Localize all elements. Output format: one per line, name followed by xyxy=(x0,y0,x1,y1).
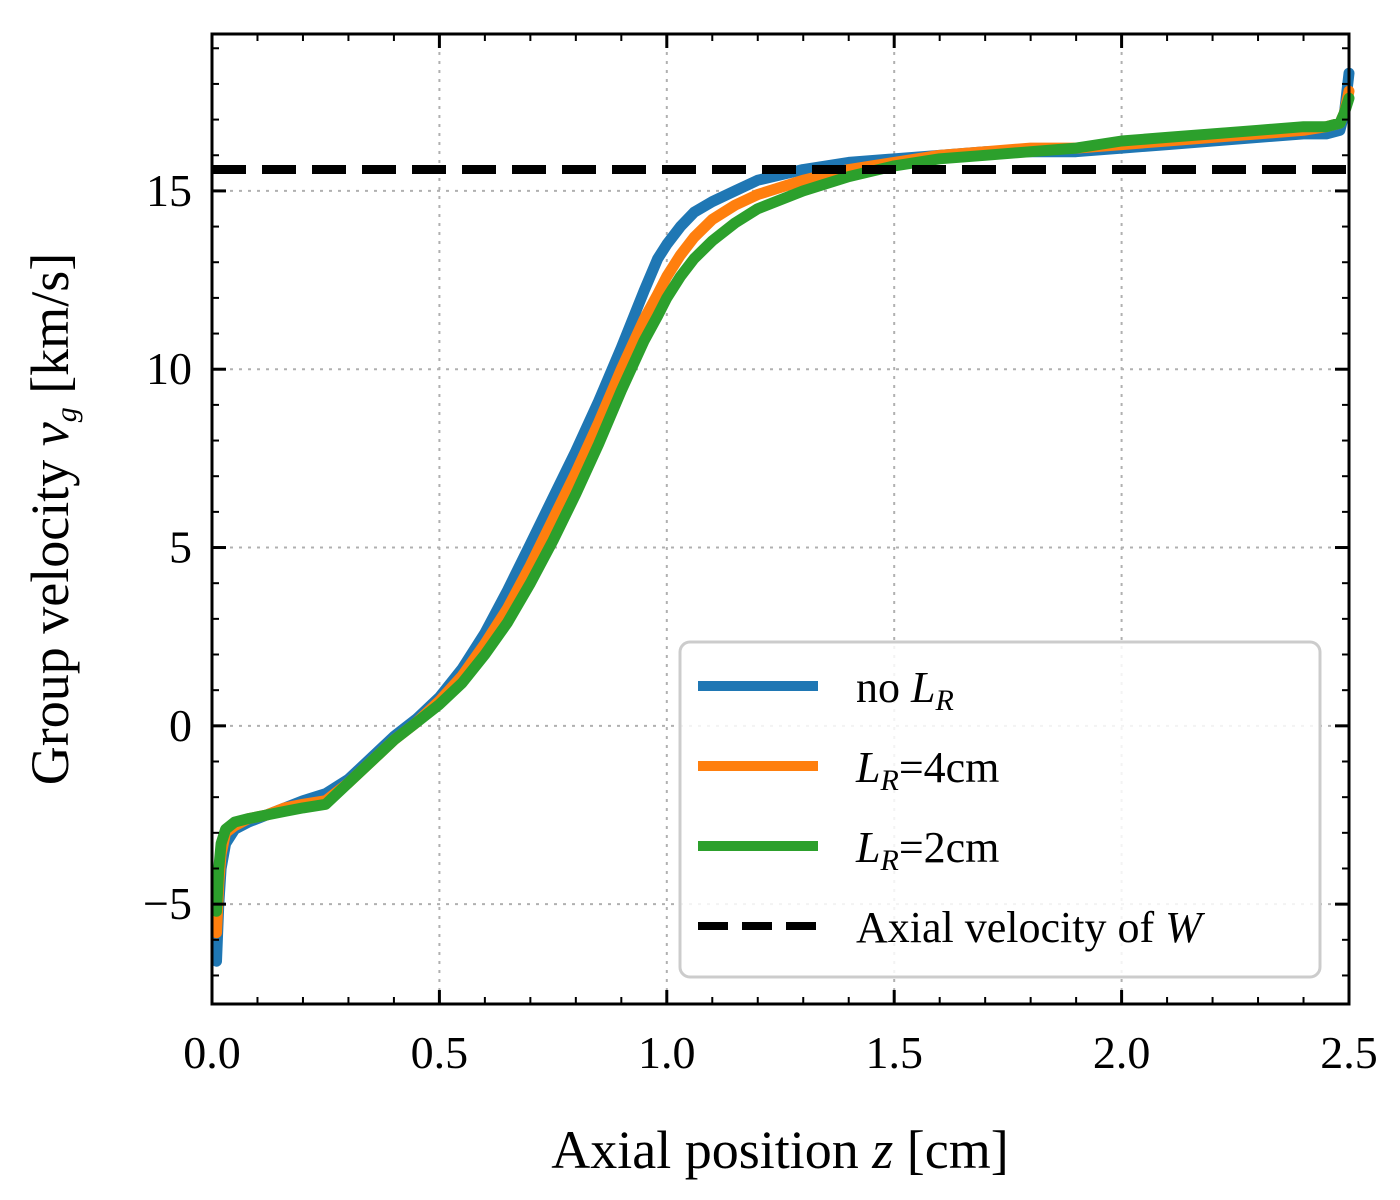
y-tick-label-3: 10 xyxy=(146,343,192,394)
legend-label-lr-4cm: LR=4cm xyxy=(855,743,999,797)
x-axis-label-text: Axial position xyxy=(551,1120,872,1180)
legend-label-lr-4cm-sub: R xyxy=(879,764,898,797)
series-lines xyxy=(211,67,1355,967)
legend-frame xyxy=(678,640,1322,979)
x-tick-label-0: 0.0 xyxy=(183,1027,241,1078)
series-line-lr-2cm xyxy=(211,92,1355,917)
y-tick-label-4: 15 xyxy=(146,165,192,216)
legend-label-lr-2cm-post: =2cm xyxy=(899,823,1000,872)
legend-label-axial-velocity: Axial velocity of W xyxy=(856,903,1205,952)
y-axis-label-var: v xyxy=(20,422,80,446)
legend-label-no-lr-sub: R xyxy=(934,684,953,717)
y-axis-label-unit: [km/s] xyxy=(20,253,80,408)
ticks xyxy=(210,34,1351,1004)
legend-label-no-lr-pre: no xyxy=(856,663,911,712)
y-axis-label: Group velocity vg [km/s] xyxy=(20,253,83,785)
x-tick-label-2: 1.0 xyxy=(638,1027,696,1078)
legend-label-lr-2cm-var: L xyxy=(855,823,880,872)
legend-label-lr-2cm-sub: R xyxy=(879,844,898,877)
x-axis-label: Axial position z [cm] xyxy=(551,1120,1008,1180)
legend-label-axial-velocity-var: W xyxy=(1165,903,1205,952)
x-tick-label-1: 0.5 xyxy=(411,1027,469,1078)
x-tick-label-3: 1.5 xyxy=(865,1027,923,1078)
y-axis-label-text: Group velocity xyxy=(20,446,80,785)
legend-label-no-lr: no LR xyxy=(856,663,954,717)
y-tick-label-1: 0 xyxy=(169,700,192,751)
x-tick-label-5: 2.5 xyxy=(1320,1027,1378,1078)
legend-label-axial-velocity-pre: Axial velocity of xyxy=(856,903,1165,952)
legend: no LR LR=4cm LR=2cm Axial velocity of W xyxy=(678,640,1322,979)
x-axis-label-unit: [cm] xyxy=(893,1120,1008,1180)
y-axis-label-sub: g xyxy=(50,407,83,422)
plot-frame xyxy=(210,32,1351,1006)
legend-label-lr-4cm-var: L xyxy=(855,743,880,792)
x-axis-label-var: z xyxy=(871,1120,893,1180)
y-tick-label-0: −5 xyxy=(143,878,192,929)
x-tick-label-4: 2.0 xyxy=(1093,1027,1151,1078)
legend-label-lr-4cm-post: =4cm xyxy=(899,743,1000,792)
legend-label-no-lr-var: L xyxy=(910,663,935,712)
tick-labels: 0.0 0.5 1.0 1.5 2.0 2.5 −5 0 5 10 15 xyxy=(143,165,1378,1078)
legend-label-lr-2cm: LR=2cm xyxy=(855,823,999,877)
y-tick-label-2: 5 xyxy=(169,522,192,573)
